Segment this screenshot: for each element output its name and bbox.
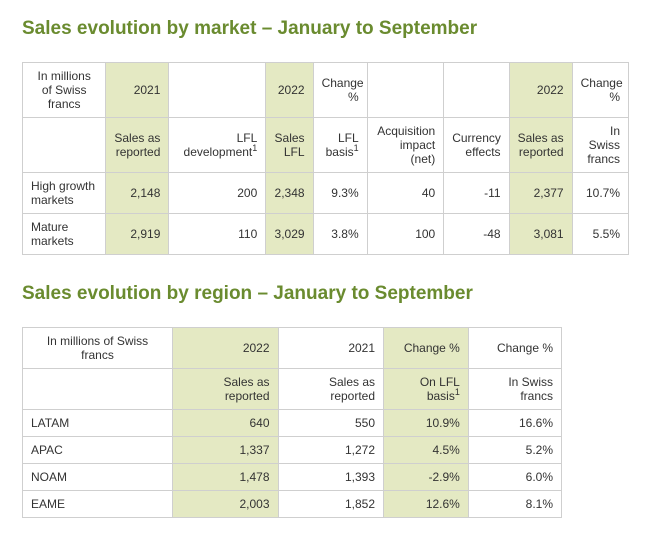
col-lfl-basis: LFL basis1 (313, 118, 367, 173)
row-label: NOAM (23, 464, 173, 491)
cell: 4.5% (384, 437, 469, 464)
col-change-pct: Change % (313, 63, 367, 118)
col-2021: 2021 (278, 328, 384, 369)
col-change-pct: Change % (384, 328, 469, 369)
row-label: LATAM (23, 410, 173, 437)
col-chf: In Swiss francs (572, 118, 628, 173)
on-lfl-label: On LFL basis (420, 375, 460, 403)
col-blank (367, 63, 444, 118)
cell: 1,337 (173, 437, 279, 464)
section2-title: Sales evolution by region – January to S… (22, 283, 629, 305)
cell: 3,081 (509, 214, 572, 255)
col-sales-reported: Sales as reported (173, 369, 279, 410)
table-region: In millions of Swiss francs 2022 2021 Ch… (22, 327, 562, 518)
cell: 10.9% (384, 410, 469, 437)
col-2021: 2021 (106, 63, 169, 118)
table-row: LATAM 640 550 10.9% 16.6% (23, 410, 562, 437)
cell: 2,919 (106, 214, 169, 255)
col-sales-reported: Sales as reported (106, 118, 169, 173)
row-label: APAC (23, 437, 173, 464)
cell: 5.2% (468, 437, 561, 464)
col-blank (23, 118, 106, 173)
cell: 200 (169, 173, 266, 214)
table-row: High growth markets 2,148 200 2,348 9.3%… (23, 173, 629, 214)
cell: 16.6% (468, 410, 561, 437)
cell: 110 (169, 214, 266, 255)
col-on-lfl: On LFL basis1 (384, 369, 469, 410)
cell: 10.7% (572, 173, 628, 214)
cell: 2,148 (106, 173, 169, 214)
cell: 5.5% (572, 214, 628, 255)
col-2022b: 2022 (509, 63, 572, 118)
cell: 3.8% (313, 214, 367, 255)
table-row: APAC 1,337 1,272 4.5% 5.2% (23, 437, 562, 464)
footnote-marker: 1 (354, 143, 359, 153)
unit-label: In millions of Swiss francs (23, 63, 106, 118)
cell: 2,348 (266, 173, 313, 214)
table-row: NOAM 1,478 1,393 -2.9% 6.0% (23, 464, 562, 491)
cell: 2,377 (509, 173, 572, 214)
col-blank (23, 369, 173, 410)
table-row: EAME 2,003 1,852 12.6% 8.1% (23, 491, 562, 518)
cell: 1,393 (278, 464, 384, 491)
cell: 6.0% (468, 464, 561, 491)
cell: 9.3% (313, 173, 367, 214)
cell: 1,852 (278, 491, 384, 518)
unit-label: In millions of Swiss francs (23, 328, 173, 369)
cell: 1,272 (278, 437, 384, 464)
row-label: EAME (23, 491, 173, 518)
row-label: High growth markets (23, 173, 106, 214)
lfl-dev-label: LFL development (184, 131, 258, 159)
table-header-row: In millions of Swiss francs 2021 2022 Ch… (23, 63, 629, 118)
table-subheader-row: Sales as reported Sales as reported On L… (23, 369, 562, 410)
cell: -11 (444, 173, 509, 214)
cell: 3,029 (266, 214, 313, 255)
col-sales-reported2: Sales as reported (278, 369, 384, 410)
col-blank (444, 63, 509, 118)
col-2022: 2022 (266, 63, 313, 118)
cell: 8.1% (468, 491, 561, 518)
cell: 1,478 (173, 464, 279, 491)
col-change-pct2: Change % (572, 63, 628, 118)
col-lfl-dev: LFL development1 (169, 118, 266, 173)
col-2022: 2022 (173, 328, 279, 369)
col-blank (169, 63, 266, 118)
footnote-marker: 1 (455, 387, 460, 397)
row-label: Mature markets (23, 214, 106, 255)
footnote-marker: 1 (252, 143, 257, 153)
col-change-pct2: Change % (468, 328, 561, 369)
table-subheader-row: Sales as reported LFL development1 Sales… (23, 118, 629, 173)
section1-title: Sales evolution by market – January to S… (22, 18, 629, 40)
cell: -2.9% (384, 464, 469, 491)
col-chf: In Swiss francs (468, 369, 561, 410)
cell: 550 (278, 410, 384, 437)
cell: 640 (173, 410, 279, 437)
cell: 12.6% (384, 491, 469, 518)
table-header-row: In millions of Swiss francs 2022 2021 Ch… (23, 328, 562, 369)
col-sales-lfl: Sales LFL (266, 118, 313, 173)
cell: 2,003 (173, 491, 279, 518)
col-sales-reported2: Sales as reported (509, 118, 572, 173)
cell: 100 (367, 214, 444, 255)
table-market: In millions of Swiss francs 2021 2022 Ch… (22, 62, 629, 255)
col-currency: Currency effects (444, 118, 509, 173)
cell: 40 (367, 173, 444, 214)
col-acq-impact: Acquisition impact (net) (367, 118, 444, 173)
table-row: Mature markets 2,919 110 3,029 3.8% 100 … (23, 214, 629, 255)
cell: -48 (444, 214, 509, 255)
